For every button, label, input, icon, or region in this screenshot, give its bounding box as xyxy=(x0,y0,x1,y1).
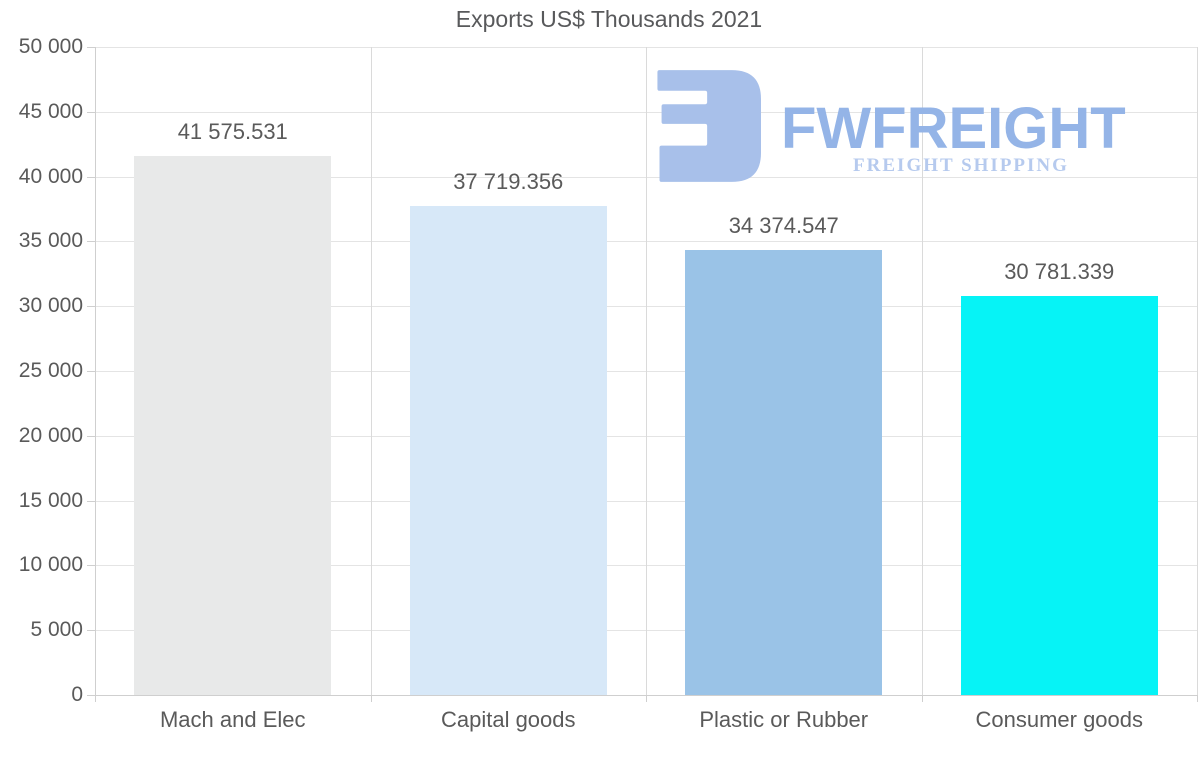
fwfreight-logo-icon xyxy=(657,70,761,182)
bar-capital-goods xyxy=(409,206,607,695)
vertical-gridline xyxy=(1197,47,1198,695)
vertical-gridline xyxy=(646,47,647,695)
y-axis-tick-label: 15 000 xyxy=(18,488,83,512)
x-axis-tick xyxy=(370,695,372,702)
logo-brand-text: FWFREIGHT xyxy=(781,96,1126,161)
bar-value-label: 34 374.547 xyxy=(728,212,839,238)
y-axis-tick-label: 10 000 xyxy=(18,553,83,577)
y-axis-tick xyxy=(87,565,95,567)
logo: FWFREIGHT FREIGHT SHIPPING xyxy=(645,67,1141,185)
x-axis-tick xyxy=(921,695,923,702)
x-axis-tick xyxy=(1197,695,1198,702)
bar-value-label: 41 575.531 xyxy=(177,119,288,145)
y-axis-line xyxy=(95,47,96,702)
y-axis-tick-label: 25 000 xyxy=(18,359,83,382)
y-axis-tick xyxy=(87,435,95,437)
y-axis-tick xyxy=(87,47,95,48)
bar-value-label: 37 719.356 xyxy=(453,169,564,195)
y-axis-tick xyxy=(87,306,95,308)
x-axis-tick xyxy=(646,695,647,702)
chart-title: Exports US$ Thousands 2021 xyxy=(455,6,763,32)
y-axis-tick-label: 30 000 xyxy=(18,294,83,318)
y-axis-tick-label: 0 xyxy=(71,683,83,706)
y-axis-tick xyxy=(87,176,95,178)
bar-value-label: 30 781.339 xyxy=(1004,259,1115,285)
y-axis-tick xyxy=(87,500,95,502)
logo-text: FWFREIGHT FREIGHT SHIPPING xyxy=(781,67,1141,185)
x-category-label: Capital goods xyxy=(440,707,576,732)
x-category-label: Mach and Elec xyxy=(159,707,306,732)
bar-plastic-or-rubber xyxy=(685,249,883,695)
y-axis-tick-label: 5 000 xyxy=(30,618,83,642)
vertical-gridline xyxy=(370,47,372,695)
y-axis-tick-label: 50 000 xyxy=(18,35,83,58)
y-axis-tick xyxy=(87,111,95,113)
y-axis-tick-label: 35 000 xyxy=(18,229,83,253)
y-axis-tick-label: 40 000 xyxy=(18,164,83,188)
logo-tagline-text: FREIGHT SHIPPING xyxy=(853,155,1069,176)
y-axis-tick xyxy=(87,630,95,632)
bar-consumer-goods xyxy=(960,296,1158,695)
y-axis-tick-label: 20 000 xyxy=(18,423,83,447)
y-axis-tick-label: 45 000 xyxy=(18,99,83,123)
y-axis-tick xyxy=(87,241,95,243)
bar-mach-and-elec xyxy=(134,156,332,695)
x-category-label: Consumer goods xyxy=(975,707,1144,732)
y-axis-tick xyxy=(87,695,95,696)
x-category-label: Plastic or Rubber xyxy=(699,707,869,732)
vertical-gridline xyxy=(921,47,923,695)
y-axis-tick xyxy=(87,371,95,372)
